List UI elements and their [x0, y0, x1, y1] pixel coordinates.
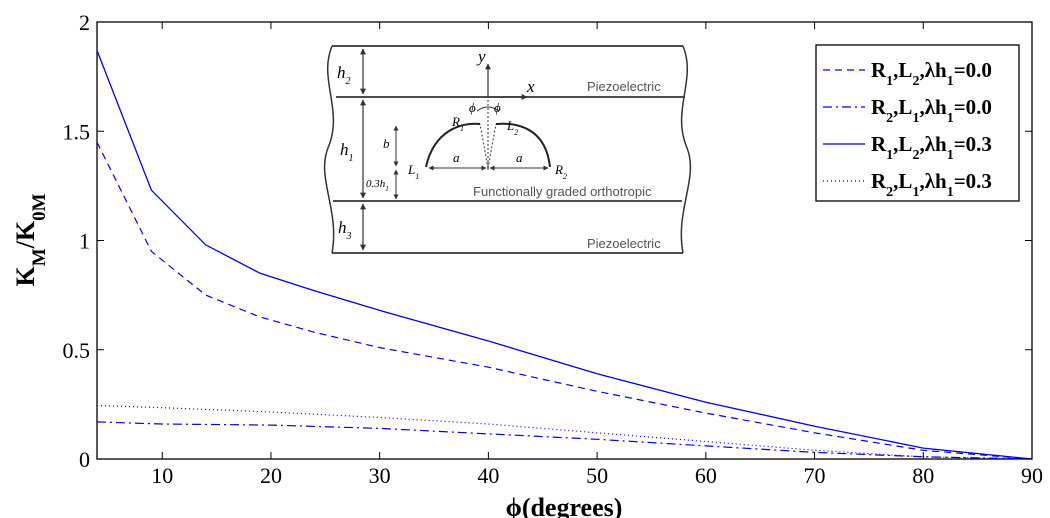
x-tick-label: 80: [912, 463, 934, 488]
inset-phi-left: ϕ: [469, 100, 476, 115]
y-axis-ticks: 0 0.5 1 1.5 2: [63, 10, 1032, 472]
y-axis-label: KM/K0M: [11, 193, 50, 286]
inset-y-axis-label: y: [476, 47, 486, 66]
inset-l2-label: L2: [506, 118, 518, 137]
y-tick-label: 1: [79, 229, 90, 254]
inset-l1-label: L1: [407, 162, 419, 181]
inset-a-right-label: a: [516, 150, 523, 165]
y-tick-label: 0.5: [63, 338, 91, 363]
inset-h2-label: h2: [337, 63, 351, 87]
series-layer: [96, 50, 1033, 460]
x-tick-label: 30: [369, 463, 391, 488]
series-line-r2-l1-00: [96, 421, 1033, 460]
inset-right-dotted-line: [487, 123, 497, 169]
inset-background: [322, 44, 697, 255]
inset-a-left-label: a: [453, 150, 460, 165]
x-tick-label: 60: [695, 463, 717, 488]
inset-x-axis-label: x: [526, 77, 535, 96]
inset-right-wavy-edge: [680, 45, 692, 254]
inset-b-label: b: [383, 136, 390, 151]
inset-right-crack-arc: [495, 122, 551, 168]
series-line-r1-l2-00: [96, 141, 1033, 460]
inset-diagram: Piezoelectric Functionally graded orthot…: [322, 44, 697, 255]
x-tick-label: 50: [586, 463, 608, 488]
inset-h1-label: h1: [340, 140, 354, 164]
legend-label: R1,L2,λh1=0.3: [871, 132, 992, 163]
inset-r1-label: R1: [451, 114, 464, 133]
inset-phi-arc: [476, 106, 500, 112]
inset-left-crack-arc: [425, 122, 481, 168]
inset-left-dotted-line: [479, 123, 489, 169]
legend-label: R2,L1,λh1=0.3: [871, 169, 992, 200]
legend-box: [815, 44, 1020, 202]
legend-label: R2,L1,λh1=0.0: [871, 95, 992, 126]
series-line-r1-l2-03: [96, 50, 1033, 460]
x-axis-label: ϕ(degrees): [506, 493, 623, 518]
y-tick-label: 0: [79, 447, 90, 472]
inset-left-wavy-edge: [323, 45, 335, 254]
inset-phi-right: ϕ: [494, 100, 501, 115]
series-line-r2-l1-03: [96, 404, 1033, 460]
x-tick-label: 70: [804, 463, 826, 488]
x-axis-ticks: 10 20 30 40 50 60 70 80 90: [151, 22, 1043, 488]
inset-label-middle-layer: Functionally graded orthotropic: [473, 184, 652, 199]
inset-label-bottom-layer: Piezoelectric: [587, 236, 661, 251]
legend: R1,L2,λh1=0.0 R2,L1,λh1=0.0 R1,L2,λh1=0.3 R…: [815, 44, 1020, 202]
x-tick-label: 40: [477, 463, 499, 488]
x-tick-label: 10: [151, 463, 173, 488]
legend-entries: R1,L2,λh1=0.0 R2,L1,λh1=0.0 R1,L2,λh1=0.3 R…: [823, 58, 992, 200]
inset-h3-label: h3: [338, 218, 352, 242]
inset-offset-label: 0.3h1: [366, 178, 389, 193]
inset-label-top-layer: Piezoelectric: [587, 79, 661, 94]
x-tick-label: 90: [1021, 463, 1043, 488]
y-tick-label: 2: [79, 10, 90, 35]
inset-r2-label: R2: [554, 162, 567, 181]
x-tick-label: 20: [260, 463, 282, 488]
y-tick-label: 1.5: [63, 119, 91, 144]
legend-label: R1,L2,λh1=0.0: [871, 58, 992, 89]
